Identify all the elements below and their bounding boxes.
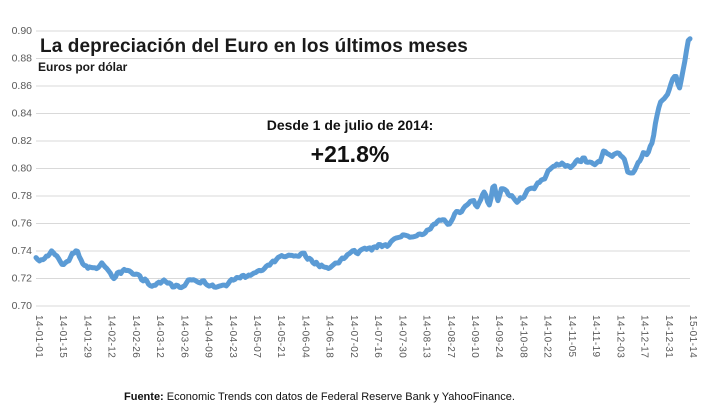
svg-text:14-05-21: 14-05-21 — [275, 315, 286, 358]
svg-text:14-07-16: 14-07-16 — [372, 315, 383, 358]
svg-text:0.72: 0.72 — [12, 273, 33, 285]
svg-text:14-06-04: 14-06-04 — [299, 315, 310, 358]
svg-text:14-04-09: 14-04-09 — [203, 315, 214, 358]
svg-text:14-01-01: 14-01-01 — [33, 315, 44, 358]
svg-text:14-07-30: 14-07-30 — [396, 315, 407, 358]
svg-text:0.70: 0.70 — [12, 300, 33, 312]
svg-text:14-10-22: 14-10-22 — [542, 315, 553, 358]
svg-text:14-02-26: 14-02-26 — [130, 315, 141, 358]
svg-text:0.80: 0.80 — [12, 163, 33, 175]
svg-text:0.90: 0.90 — [12, 25, 33, 37]
svg-text:14-10-08: 14-10-08 — [517, 315, 528, 358]
svg-text:14-07-02: 14-07-02 — [348, 315, 359, 358]
svg-text:14-03-12: 14-03-12 — [154, 315, 165, 358]
svg-text:15-01-14: 15-01-14 — [687, 315, 698, 358]
svg-text:14-05-07: 14-05-07 — [251, 315, 262, 358]
svg-text:14-03-26: 14-03-26 — [178, 315, 189, 358]
svg-text:14-09-24: 14-09-24 — [493, 315, 504, 358]
svg-text:14-11-19: 14-11-19 — [590, 315, 601, 358]
svg-text:0.86: 0.86 — [12, 80, 33, 92]
svg-text:0.84: 0.84 — [12, 108, 33, 120]
svg-text:14-12-31: 14-12-31 — [663, 315, 674, 358]
svg-text:14-09-10: 14-09-10 — [469, 315, 480, 358]
svg-text:14-04-23: 14-04-23 — [227, 315, 238, 358]
svg-text:0.74: 0.74 — [12, 245, 33, 257]
svg-text:14-01-29: 14-01-29 — [81, 315, 92, 358]
svg-text:0.78: 0.78 — [12, 190, 33, 202]
svg-text:14-11-05: 14-11-05 — [566, 315, 577, 358]
svg-text:14-06-18: 14-06-18 — [324, 315, 335, 358]
svg-text:14-08-13: 14-08-13 — [421, 315, 432, 358]
svg-text:14-02-12: 14-02-12 — [106, 315, 117, 358]
svg-text:14-08-27: 14-08-27 — [445, 315, 456, 358]
svg-text:14-01-15: 14-01-15 — [57, 315, 68, 358]
svg-text:0.82: 0.82 — [12, 135, 33, 147]
svg-text:14-12-17: 14-12-17 — [639, 315, 650, 358]
svg-text:0.76: 0.76 — [12, 218, 33, 230]
svg-text:14-12-03: 14-12-03 — [614, 315, 625, 358]
svg-text:0.88: 0.88 — [12, 53, 33, 65]
